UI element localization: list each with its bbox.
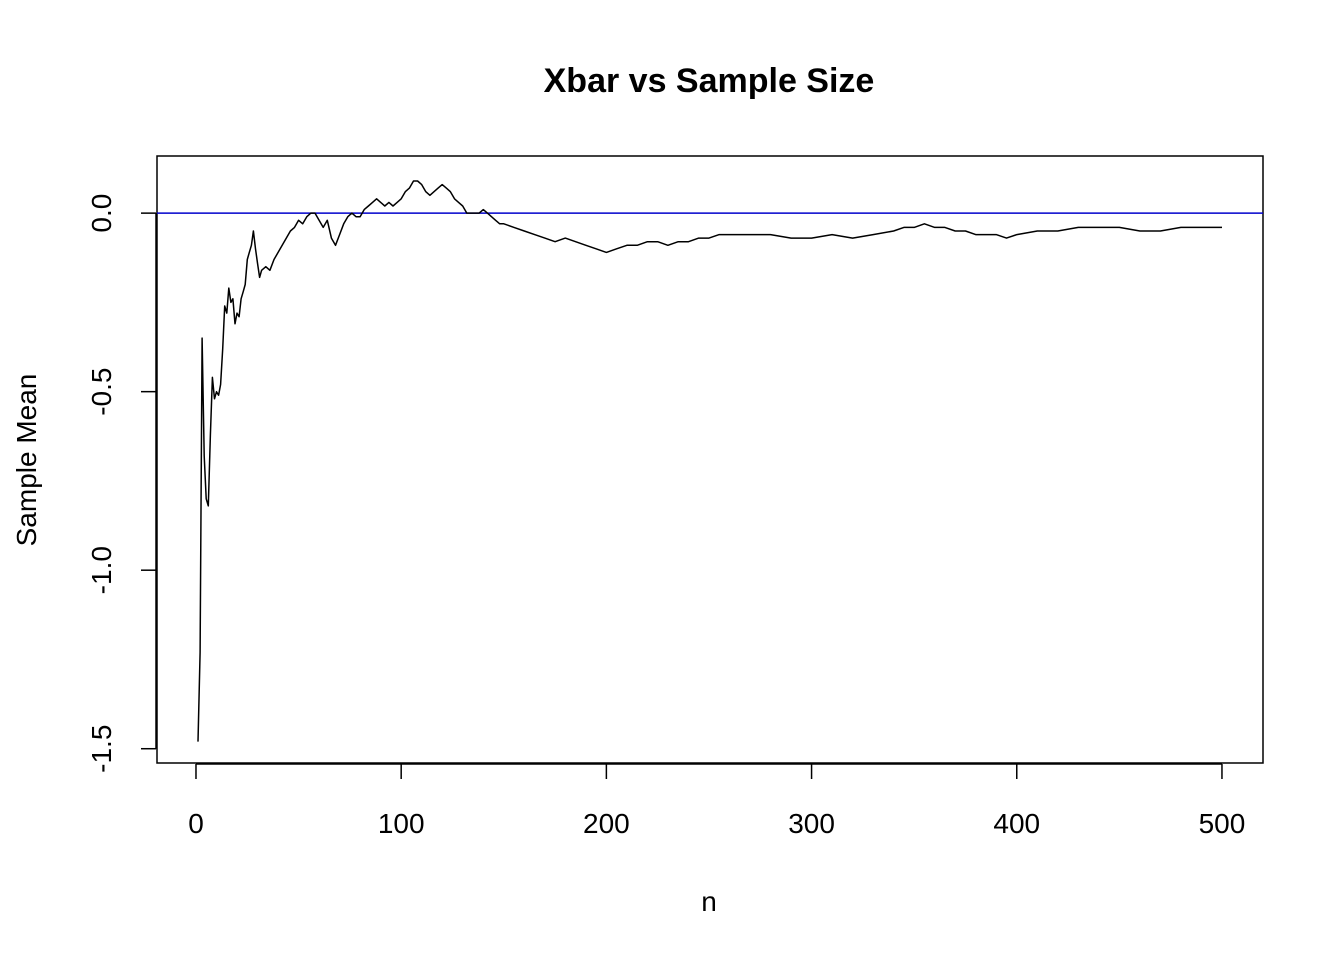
- y-tick-label: -1.0: [86, 546, 117, 594]
- plot-area: [157, 180, 1263, 742]
- y-tick-label: -1.5: [86, 725, 117, 773]
- x-tick-label: 500: [1199, 808, 1246, 839]
- sample-mean-line: [197, 180, 1222, 742]
- y-axis-label: Sample Mean: [11, 374, 42, 547]
- chart-title: Xbar vs Sample Size: [544, 62, 875, 100]
- y-axis: -1.5 -1.0 -0.5 0.0: [86, 194, 157, 773]
- x-tick-label: 200: [583, 808, 630, 839]
- y-tick-label: -0.5: [86, 368, 117, 416]
- x-axis: 0 100 200 300 400 500: [188, 763, 1246, 839]
- plot-frame: [156, 155, 1264, 764]
- y-tick-label: 0.0: [86, 194, 117, 233]
- x-axis-label: n: [701, 886, 717, 917]
- x-tick-label: 400: [993, 808, 1040, 839]
- x-tick-label: 100: [378, 808, 425, 839]
- x-tick-label: 0: [188, 808, 204, 839]
- x-tick-label: 300: [788, 808, 835, 839]
